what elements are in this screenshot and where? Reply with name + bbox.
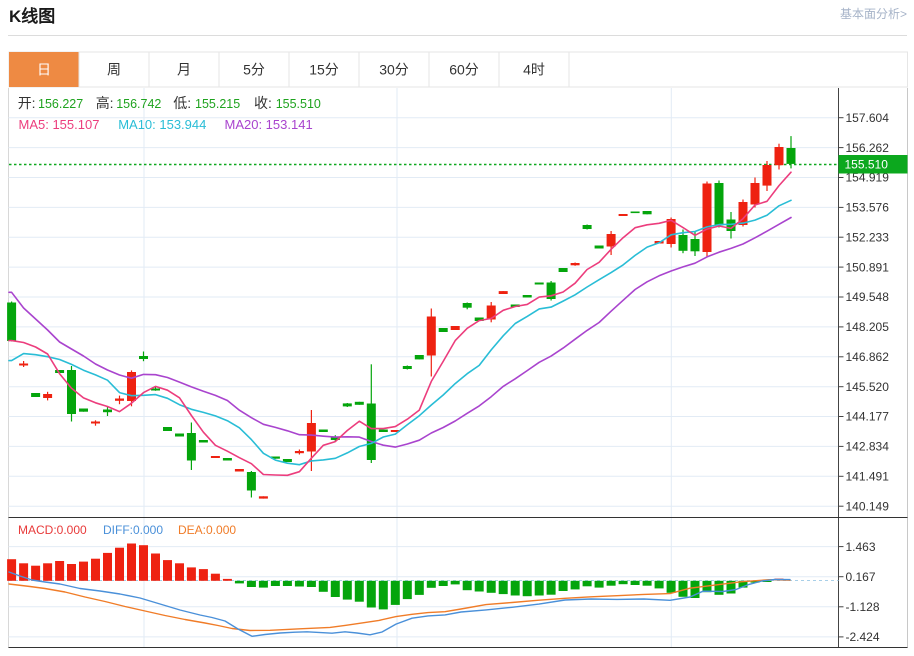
- svg-text:142.834: 142.834: [846, 440, 890, 454]
- svg-text:0.167: 0.167: [846, 570, 876, 584]
- svg-text:60分: 60分: [449, 62, 479, 78]
- svg-text:月: 月: [177, 62, 191, 78]
- svg-text:5分: 5分: [243, 62, 265, 78]
- svg-text:日: 日: [37, 62, 51, 78]
- svg-text:周: 周: [107, 62, 121, 78]
- svg-text:154.919: 154.919: [846, 171, 890, 185]
- svg-text:-2.424: -2.424: [846, 630, 880, 644]
- svg-text:-1.128: -1.128: [846, 600, 880, 614]
- svg-text:基本面分析>: 基本面分析>: [840, 7, 907, 21]
- svg-text:155.510: 155.510: [845, 158, 889, 172]
- svg-text:1.463: 1.463: [846, 540, 876, 554]
- svg-text:157.604: 157.604: [846, 111, 890, 125]
- svg-text:K线图: K线图: [9, 6, 55, 26]
- svg-text:4时: 4时: [523, 62, 545, 78]
- svg-text:144.177: 144.177: [846, 410, 890, 424]
- svg-text:15分: 15分: [309, 62, 339, 78]
- svg-text:141.491: 141.491: [846, 470, 890, 484]
- svg-text:146.862: 146.862: [846, 350, 890, 364]
- svg-text:145.520: 145.520: [846, 380, 890, 394]
- svg-text:140.149: 140.149: [846, 499, 890, 513]
- svg-text:152.233: 152.233: [846, 230, 890, 244]
- svg-text:30分: 30分: [379, 62, 409, 78]
- svg-text:149.548: 149.548: [846, 290, 890, 304]
- svg-text:148.205: 148.205: [846, 320, 890, 334]
- svg-text:150.891: 150.891: [846, 260, 890, 274]
- svg-text:153.576: 153.576: [846, 201, 890, 215]
- svg-text:156.262: 156.262: [846, 141, 890, 155]
